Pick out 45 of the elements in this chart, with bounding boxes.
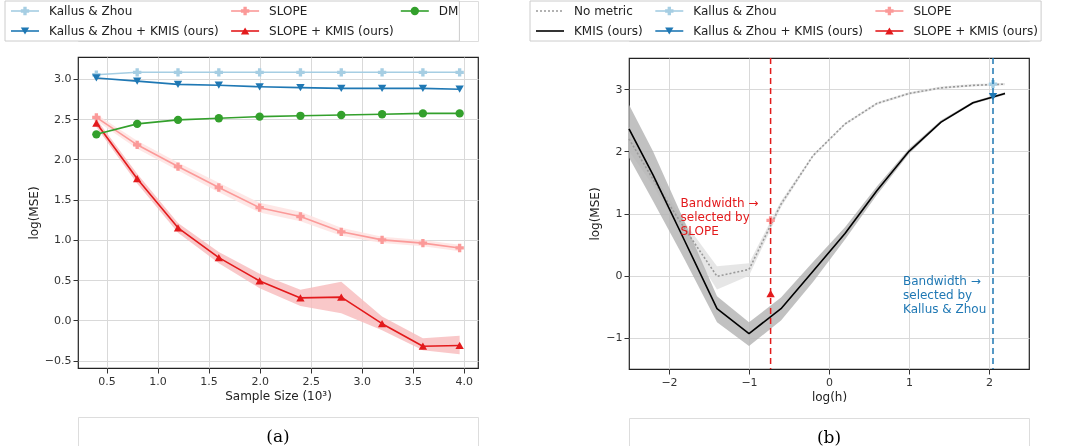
y-tick-label: 2.0 (54, 152, 72, 166)
y-axis-title: log(MSE) (26, 186, 41, 240)
y-tick-label: 1.0 (54, 233, 72, 247)
y-axis-title: log(MSE) (588, 187, 603, 241)
x-tick-label: −2 (661, 375, 678, 389)
x-tick-label: −1 (741, 375, 758, 389)
x-tick-label: 2 (986, 375, 993, 389)
text: (a) (266, 426, 290, 446)
x-tick-label: 0.5 (98, 374, 116, 388)
y-tick-label: 0.0 (54, 313, 72, 327)
y-tick-label: 1.5 (54, 193, 72, 207)
x-tick-label: 0 (826, 375, 833, 389)
x-tick-label: 3.0 (353, 374, 371, 388)
x-tick-label: 2.5 (302, 374, 320, 388)
x-axis-title: Sample Size (10³) (225, 388, 332, 403)
legend-label: Kallus & Zhou + KMIS (ours) (49, 24, 219, 38)
text: (b) (816, 427, 842, 446)
x-tick-label: 1 (906, 375, 913, 389)
legend-label: SLOPE (269, 4, 308, 18)
y-tick-label: 0 (615, 269, 623, 283)
y-tick-label: 0.5 (54, 273, 72, 287)
x-tick-label: 3.5 (404, 374, 422, 388)
x-tick-label: 4.0 (455, 374, 473, 388)
legend-label: DM (438, 4, 459, 18)
legend-label: SLOPE + KMIS (ours) (269, 24, 394, 38)
x-tick-label: 1.0 (149, 374, 167, 388)
legend-label: KMIS (ours) (574, 24, 643, 38)
y-tick-label: 2 (615, 144, 623, 158)
y-tick-label: 2.5 (54, 112, 72, 126)
x-tick-label: 1.5 (200, 374, 218, 388)
legend-label: Kallus & Zhou (693, 4, 777, 18)
x-axis-title: log(h) (811, 389, 848, 404)
legend-label: No metric (574, 4, 633, 18)
legend-label: SLOPE + KMIS (ours) (913, 24, 1038, 38)
ref-line-label: Bandwidth → selected by SLOPE (680, 195, 759, 238)
y-tick-label: 3.0 (54, 72, 72, 86)
y-tick-label: 3 (615, 82, 623, 96)
y-tick-label: 1 (615, 207, 623, 220)
y-tick-label: −1 (606, 331, 623, 345)
legend-label: Kallus & Zhou (49, 4, 133, 18)
legend-label: Kallus & Zhou + KMIS (ours) (693, 24, 863, 38)
legend-label: SLOPE (913, 4, 952, 18)
ref-line-label: Bandwidth → selected by Kallus & Zhou (903, 273, 987, 316)
x-tick-label: 2.0 (251, 374, 269, 388)
y-tick-label: −0.5 (44, 354, 72, 368)
